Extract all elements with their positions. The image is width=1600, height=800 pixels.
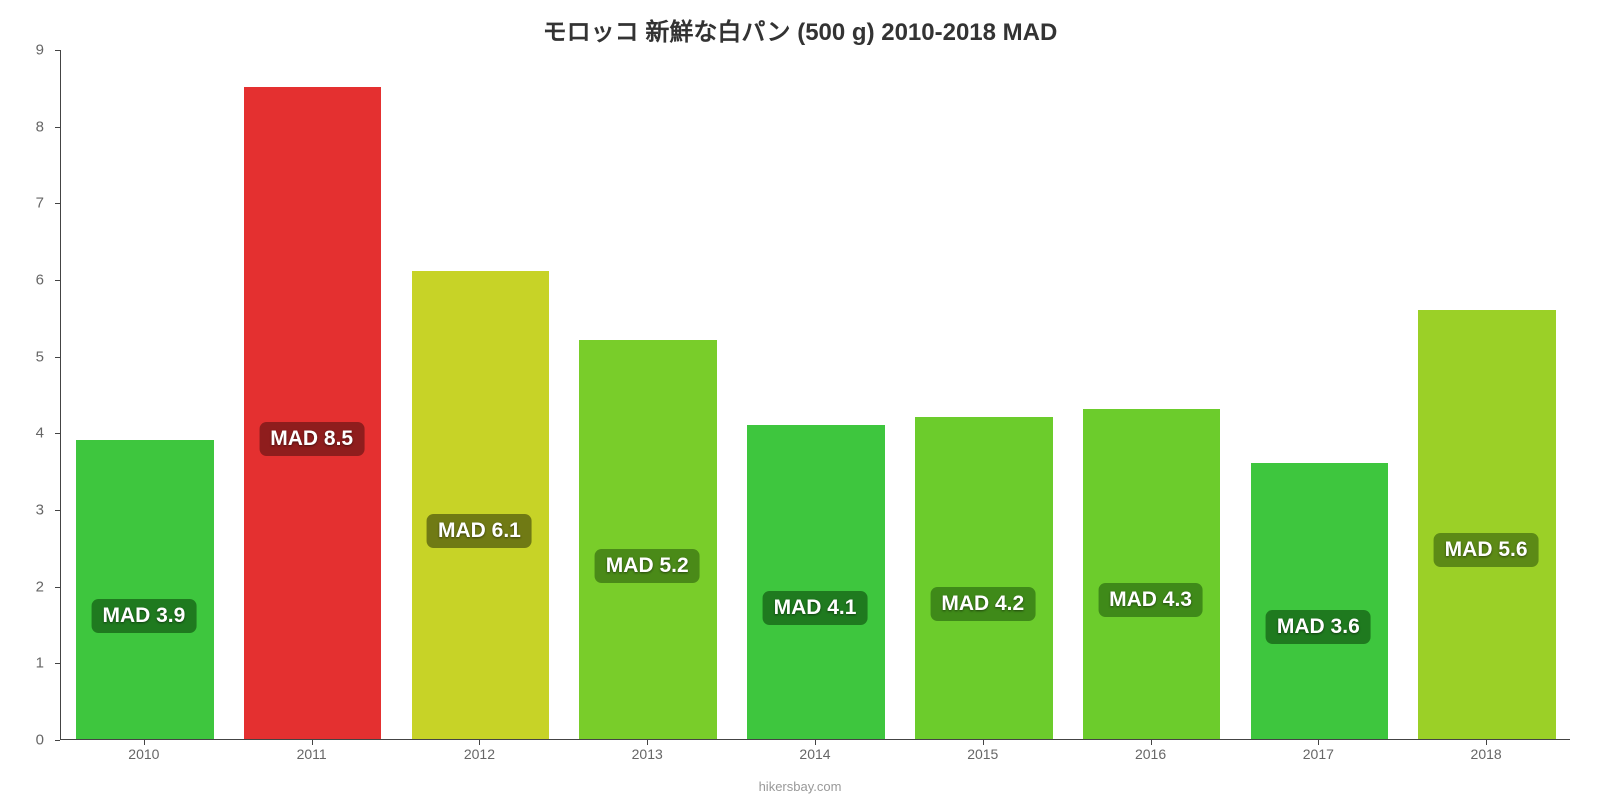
bar <box>1083 409 1221 739</box>
bar <box>747 425 885 739</box>
y-tick-label: 6 <box>36 272 44 289</box>
x-tick-mark <box>1318 740 1319 745</box>
bar-value-label: MAD 5.2 <box>595 549 700 583</box>
y-tick-mark <box>55 280 60 281</box>
bar-value-label: MAD 4.2 <box>930 587 1035 621</box>
y-tick-mark <box>55 357 60 358</box>
bar-value-label: MAD 4.1 <box>763 591 868 625</box>
bar-value-label: MAD 3.6 <box>1266 610 1371 644</box>
y-tick-mark <box>55 127 60 128</box>
bar <box>244 87 382 739</box>
bar <box>1251 463 1389 739</box>
bar-value-label: MAD 8.5 <box>259 422 364 456</box>
y-tick-label: 9 <box>36 42 44 59</box>
y-tick-label: 1 <box>36 655 44 672</box>
y-tick-mark <box>55 587 60 588</box>
x-tick-mark <box>144 740 145 745</box>
y-tick-label: 3 <box>36 502 44 519</box>
x-tick-label: 2011 <box>297 746 327 762</box>
y-tick-label: 5 <box>36 348 44 365</box>
x-tick-mark <box>479 740 480 745</box>
x-tick-label: 2010 <box>128 746 159 762</box>
y-tick-label: 7 <box>36 195 44 212</box>
bar <box>412 271 550 739</box>
y-tick-mark <box>55 510 60 511</box>
x-tick-label: 2017 <box>1303 746 1334 762</box>
x-tick-mark <box>1486 740 1487 745</box>
bar-value-label: MAD 5.6 <box>1434 533 1539 567</box>
x-tick-label: 2015 <box>967 746 998 762</box>
x-tick-mark <box>1151 740 1152 745</box>
x-tick-mark <box>983 740 984 745</box>
chart-title: モロッコ 新鮮な白パン (500 g) 2010-2018 MAD <box>0 12 1600 47</box>
y-tick-mark <box>55 433 60 434</box>
y-tick-mark <box>55 203 60 204</box>
y-tick-mark <box>55 50 60 51</box>
bar <box>579 340 717 739</box>
y-tick-label: 4 <box>36 425 44 442</box>
x-tick-mark <box>647 740 648 745</box>
bar <box>915 417 1053 739</box>
y-tick-label: 8 <box>36 118 44 135</box>
y-tick-mark <box>55 740 60 741</box>
x-tick-label: 2018 <box>1471 746 1502 762</box>
y-tick-label: 2 <box>36 578 44 595</box>
x-tick-label: 2012 <box>464 746 495 762</box>
y-tick-label: 0 <box>36 732 44 749</box>
bar <box>1418 310 1556 739</box>
y-tick-mark <box>55 663 60 664</box>
attribution: hikersbay.com <box>0 779 1600 794</box>
bar-chart: モロッコ 新鮮な白パン (500 g) 2010-2018 MAD 0 1 2 3 4 5… <box>0 0 1600 800</box>
bar-value-label: MAD 6.1 <box>427 514 532 548</box>
x-tick-label: 2013 <box>632 746 663 762</box>
bar-value-label: MAD 4.3 <box>1098 583 1203 617</box>
bar-value-label: MAD 3.9 <box>91 599 196 633</box>
x-tick-label: 2016 <box>1135 746 1166 762</box>
x-tick-mark <box>312 740 313 745</box>
x-tick-label: 2014 <box>799 746 830 762</box>
x-tick-mark <box>815 740 816 745</box>
bar <box>76 440 214 739</box>
